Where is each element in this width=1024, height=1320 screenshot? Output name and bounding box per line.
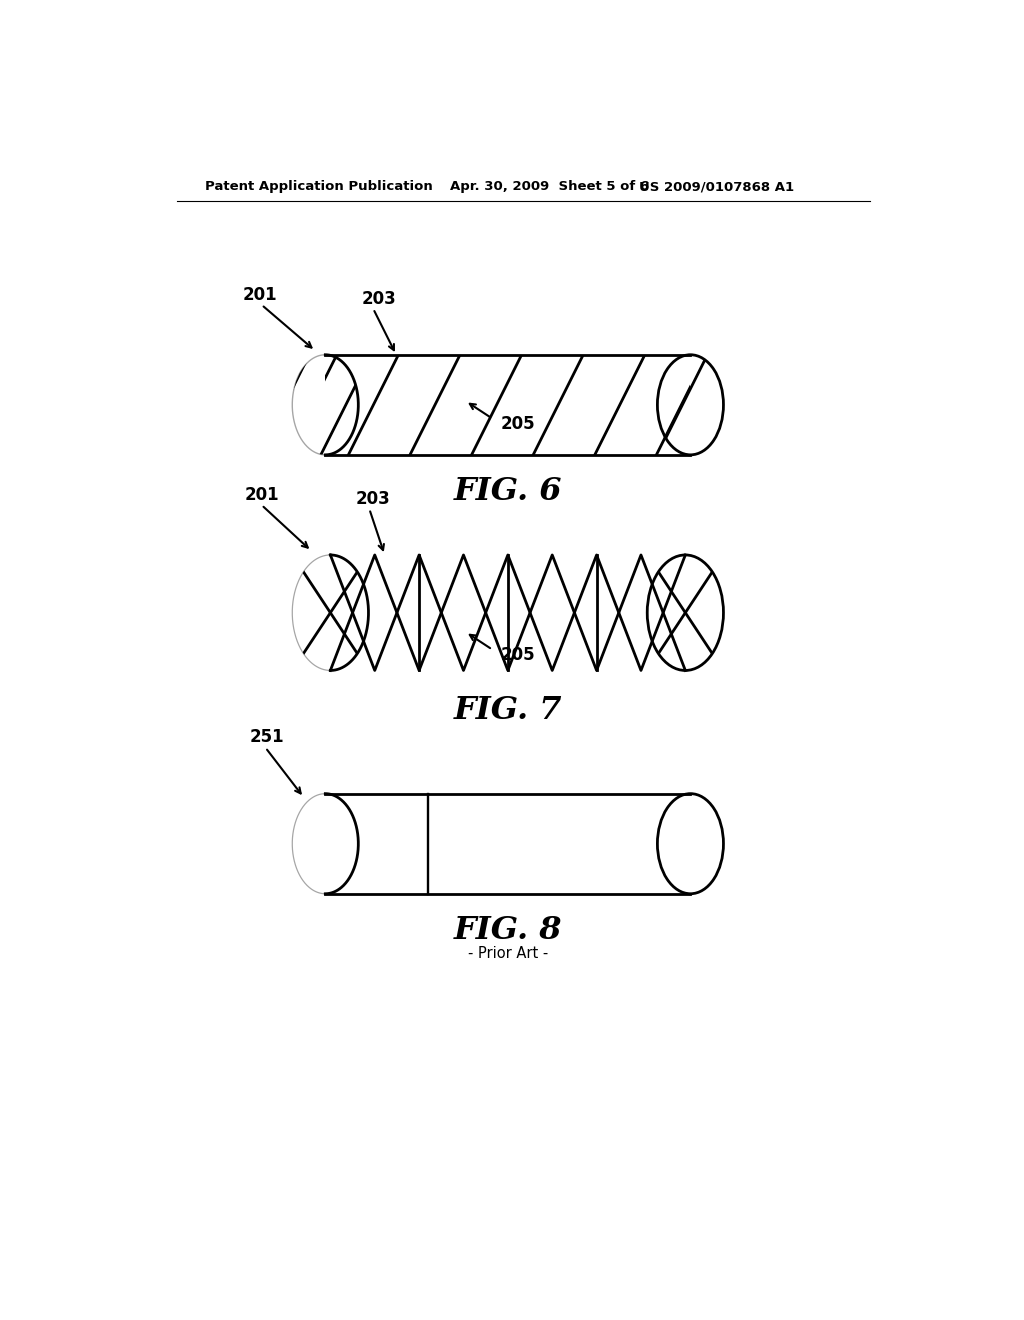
Ellipse shape: [647, 554, 724, 671]
Polygon shape: [326, 355, 690, 455]
Text: - Prior Art -: - Prior Art -: [468, 946, 548, 961]
Polygon shape: [326, 793, 690, 894]
Ellipse shape: [657, 355, 724, 455]
Text: 203: 203: [361, 289, 396, 308]
Text: Apr. 30, 2009  Sheet 5 of 6: Apr. 30, 2009 Sheet 5 of 6: [451, 181, 649, 194]
Text: 205: 205: [500, 414, 535, 433]
Ellipse shape: [292, 793, 358, 894]
Polygon shape: [331, 554, 685, 671]
Text: 251: 251: [250, 729, 285, 746]
Text: US 2009/0107868 A1: US 2009/0107868 A1: [639, 181, 794, 194]
Text: FIG. 6: FIG. 6: [454, 477, 562, 507]
Ellipse shape: [292, 554, 369, 671]
Text: 201: 201: [243, 285, 276, 304]
Text: FIG. 8: FIG. 8: [454, 915, 562, 946]
Text: 205: 205: [500, 645, 535, 664]
Ellipse shape: [657, 793, 724, 894]
Text: 201: 201: [245, 486, 280, 504]
Ellipse shape: [292, 355, 358, 455]
Text: Patent Application Publication: Patent Application Publication: [205, 181, 433, 194]
Text: FIG. 7: FIG. 7: [454, 696, 562, 726]
Text: 203: 203: [355, 490, 390, 508]
